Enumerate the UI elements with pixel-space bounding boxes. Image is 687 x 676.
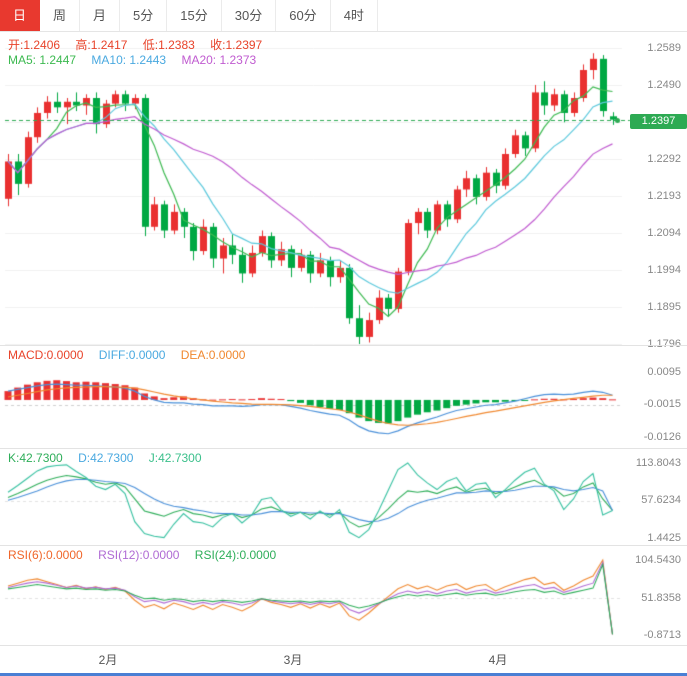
low-value: 低:1.2383 xyxy=(142,38,195,52)
kdj-axis-label: 113.8043 xyxy=(635,457,681,469)
price-axis-label: 1.2490 xyxy=(647,79,681,91)
macd-axis-label: -0.0126 xyxy=(643,431,681,443)
candlestick-canvas[interactable] xyxy=(0,32,687,345)
macd-legend: MACD:0.0000 DIFF:0.0000 DEA:0.0000 xyxy=(8,348,257,362)
month-label-apr: 4月 xyxy=(488,653,508,667)
panel-divider xyxy=(0,448,687,449)
k-value: K:42.7300 xyxy=(8,451,63,465)
kdj-canvas[interactable] xyxy=(0,448,687,545)
rsi-canvas[interactable] xyxy=(0,545,687,645)
month-label-mar: 3月 xyxy=(283,653,303,667)
kdj-legend: K:42.7300 D:42.7300 J:42.7300 xyxy=(8,451,214,465)
macd-value: MACD:0.0000 xyxy=(8,348,84,362)
rsi12-value: RSI(12):0.0000 xyxy=(98,548,180,562)
j-value: J:42.7300 xyxy=(148,451,202,465)
dea-value: DEA:0.0000 xyxy=(180,348,246,362)
tab-4hour[interactable]: 4时 xyxy=(331,0,378,31)
tab-day[interactable]: 日 xyxy=(0,0,41,31)
macd-canvas[interactable] xyxy=(0,345,687,448)
tab-60min[interactable]: 60分 xyxy=(276,0,331,31)
price-axis-label: 1.2094 xyxy=(647,227,681,239)
tab-30min[interactable]: 30分 xyxy=(222,0,277,31)
macd-axis-label: 0.0095 xyxy=(647,366,681,378)
price-axis-label: 1.1994 xyxy=(647,264,681,276)
kdj-axis-label: 1.4425 xyxy=(647,532,681,544)
kdj-axis-label: 57.6234 xyxy=(641,494,681,506)
ma5-value: MA5: 1.2447 xyxy=(8,53,77,67)
x-axis: 2月 3月 4月 xyxy=(0,646,687,673)
d-value: D:42.7300 xyxy=(78,451,134,465)
month-label-feb: 2月 xyxy=(98,653,118,667)
open-value: 开:1.2406 xyxy=(8,38,61,52)
tab-month[interactable]: 月 xyxy=(80,0,121,31)
tab-5min[interactable]: 5分 xyxy=(120,0,168,31)
rsi6-value: RSI(6):0.0000 xyxy=(8,548,83,562)
rsi-axis-label: 51.8358 xyxy=(641,592,681,604)
tab-week[interactable]: 周 xyxy=(40,0,81,31)
price-axis-label: 1.1895 xyxy=(647,301,681,313)
panel-divider xyxy=(0,345,687,346)
price-axis-label: 1.2292 xyxy=(647,153,681,165)
price-axis-label: 1.2589 xyxy=(647,42,681,54)
ma20-value: MA20: 1.2373 xyxy=(181,53,257,67)
diff-value: DIFF:0.0000 xyxy=(98,348,166,362)
rsi-axis-label: -0.8713 xyxy=(643,629,681,641)
rsi-legend: RSI(6):0.0000 RSI(12):0.0000 RSI(24):0.0… xyxy=(8,548,288,562)
rsi-axis-label: 104.5430 xyxy=(635,554,681,566)
price-axis-label: 1.2193 xyxy=(647,190,681,202)
ma10-value: MA10: 1.2443 xyxy=(91,53,167,67)
ma-legend: MA5: 1.2447 MA10: 1.2443 MA20: 1.2373 xyxy=(8,53,268,67)
bottom-accent-bar xyxy=(0,673,687,676)
ohlc-legend: 开:1.2406 高:1.2417 低:1.2383 收:1.2397 xyxy=(8,36,274,53)
period-tabbar: 日 周 月 5分 15分 30分 60分 4时 xyxy=(0,0,687,32)
high-value: 高:1.2417 xyxy=(75,38,128,52)
panel-divider xyxy=(0,545,687,546)
macd-axis-label: -0.0015 xyxy=(643,398,681,410)
panel-divider xyxy=(0,645,687,646)
price-axis-label: 1.1796 xyxy=(647,338,681,350)
tab-15min[interactable]: 15分 xyxy=(167,0,222,31)
rsi24-value: RSI(24):0.0000 xyxy=(194,548,277,562)
close-value: 收:1.2397 xyxy=(210,38,263,52)
last-price-badge: 1.2397 xyxy=(630,114,687,129)
